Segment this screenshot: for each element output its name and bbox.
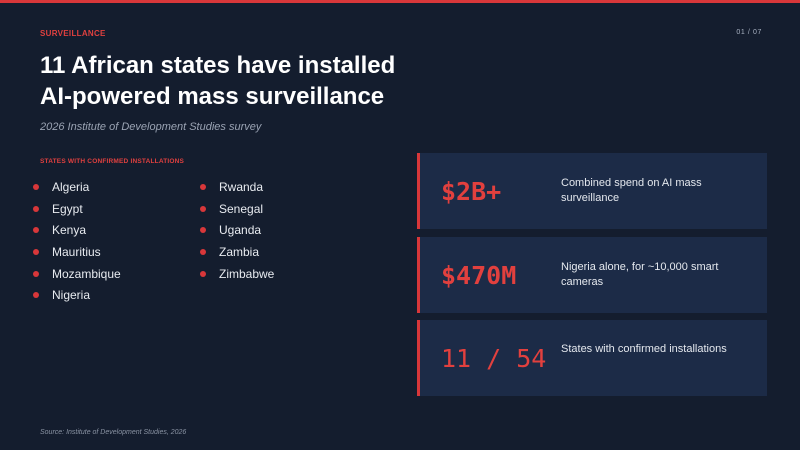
state-name: Nigeria (52, 288, 91, 303)
list-item: Nigeria (33, 284, 121, 306)
bullet-dot-icon (33, 227, 39, 234)
stat-value: 11 / 54 (441, 343, 547, 373)
list-item: Mauritius (33, 241, 121, 263)
bullet-dot-icon (200, 248, 206, 255)
list-item: Zambia (200, 241, 274, 263)
stat-description: Combined spend on AI mass surveillance (561, 177, 702, 204)
state-name: Rwanda (219, 179, 264, 194)
states-section-label: STATES WITH CONFIRMED INSTALLATIONS (40, 158, 185, 165)
source-citation: Source: Institute of Development Studies… (40, 429, 187, 436)
bullet-dot-icon (200, 270, 206, 277)
list-item: Senegal (200, 198, 274, 220)
list-item: Kenya (33, 219, 121, 241)
stat-card-nigeria-spend: $470M Nigeria alone, for ~10,000 smart c… (417, 237, 767, 313)
state-name: Zambia (219, 244, 260, 259)
state-name: Mauritius (52, 244, 101, 259)
state-name: Senegal (219, 201, 264, 216)
states-list-column-b: Rwanda Senegal Uganda Zambia Zimbabwe (200, 176, 274, 284)
stat-description: Nigeria alone, for ~10,000 smart cameras (561, 261, 719, 288)
state-name: Egypt (52, 201, 83, 216)
bullet-dot-icon (33, 183, 39, 190)
bullet-dot-icon (33, 248, 39, 255)
section-eyebrow: SURVEILLANCE (40, 29, 106, 38)
page-subtitle: 2026 Institute of Development Studies su… (40, 121, 262, 133)
state-name: Kenya (52, 223, 87, 238)
state-name: Mozambique (52, 266, 121, 281)
stat-card-total-spend: $2B+ Combined spend on AI mass surveilla… (417, 153, 767, 229)
bullet-dot-icon (200, 205, 206, 212)
list-item: Mozambique (33, 263, 121, 285)
list-item: Zimbabwe (200, 263, 274, 285)
state-name: Uganda (219, 223, 262, 238)
stat-value: $470M (441, 260, 517, 290)
state-name: Algeria (52, 179, 90, 194)
stat-value: $2B+ (441, 176, 502, 206)
list-item: Egypt (33, 198, 121, 220)
bullet-dot-icon (33, 292, 39, 299)
bullet-dot-icon (33, 270, 39, 277)
page-indicator: 01 / 07 (736, 29, 762, 36)
bullet-dot-icon (33, 205, 39, 212)
bullet-dot-icon (200, 227, 206, 234)
state-name: Zimbabwe (219, 266, 275, 281)
title-line-1: 11 African states have installed (40, 52, 396, 79)
stat-description: States with confirmed installations (561, 343, 727, 355)
list-item: Algeria (33, 176, 121, 198)
states-list-column-a: Algeria Egypt Kenya Mauritius Mozambique… (33, 176, 121, 306)
page-title: 11 African states have installed AI-powe… (40, 50, 460, 112)
bullet-dot-icon (200, 183, 206, 190)
list-item: Uganda (200, 219, 274, 241)
list-item: Rwanda (200, 176, 274, 198)
stat-card-state-count: 11 / 54 States with confirmed installati… (417, 320, 767, 396)
title-line-2: AI-powered mass surveillance (40, 83, 385, 110)
top-accent-bar (0, 0, 800, 3)
